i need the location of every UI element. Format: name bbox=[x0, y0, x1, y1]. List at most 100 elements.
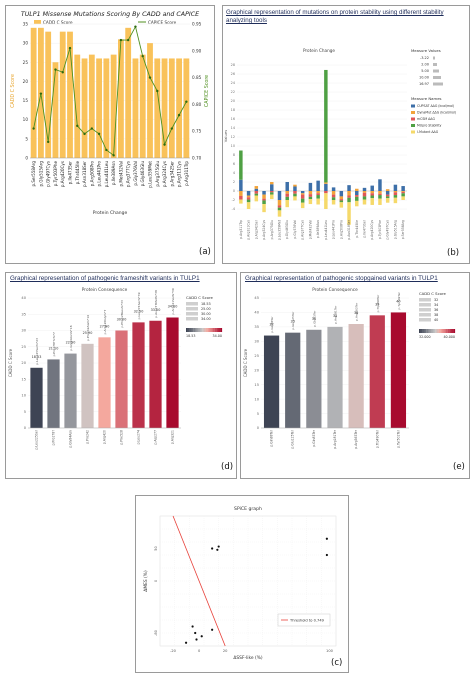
legend-e-title: CADD C Score bbox=[419, 291, 446, 296]
colorbar-d-cell bbox=[190, 328, 192, 332]
ytick-c: 50 bbox=[154, 546, 158, 551]
ytick-b: 18 bbox=[231, 108, 235, 112]
bar-b-segment bbox=[363, 196, 366, 199]
ytick-d: 25 bbox=[21, 345, 26, 349]
bar-b-segment bbox=[278, 210, 281, 216]
bar-b-segment bbox=[239, 151, 242, 180]
legend-b-swatch bbox=[411, 124, 415, 127]
bar-b-segment bbox=[262, 199, 265, 201]
ytick-b: 14 bbox=[231, 126, 235, 130]
point-c bbox=[191, 625, 193, 627]
xtick-b: p.Leu359Met bbox=[278, 219, 282, 240]
ytick-b: 6 bbox=[233, 162, 235, 166]
colorbar-d-cell bbox=[217, 328, 219, 332]
bar-b-segment bbox=[378, 195, 381, 199]
bar-b-segment bbox=[270, 191, 273, 192]
bar-b-segment bbox=[355, 189, 358, 191]
ytick-a: 35 bbox=[23, 22, 29, 27]
xtick-b: p.Ile389Asn bbox=[316, 220, 320, 238]
bar-d bbox=[47, 359, 59, 428]
xtick-c: 0 bbox=[198, 649, 201, 653]
point-c bbox=[326, 554, 328, 556]
bar-b-segment bbox=[285, 191, 288, 194]
xtick-a: p.Thr445Ile bbox=[75, 161, 80, 185]
bar-d bbox=[81, 344, 93, 428]
bar-b-segment bbox=[247, 202, 250, 209]
point-a-capice bbox=[149, 76, 151, 78]
bar-b-segment bbox=[262, 204, 265, 212]
colorbar-e-cell bbox=[439, 329, 441, 333]
bar-d bbox=[149, 321, 161, 428]
bar-a-cadd bbox=[82, 58, 88, 158]
bar-b-segment bbox=[301, 193, 304, 194]
ytick-e: 25 bbox=[254, 354, 259, 358]
colorbar-e-cell bbox=[435, 329, 437, 333]
legend-b-size-swatch bbox=[433, 57, 435, 60]
bar-b-segment bbox=[324, 193, 327, 209]
ytick-e: 35 bbox=[254, 325, 259, 329]
bar-b-segment bbox=[355, 191, 358, 195]
point-c bbox=[195, 638, 197, 640]
bar-b-segment bbox=[247, 200, 250, 203]
xtick-b: p.Leu441Leu bbox=[324, 220, 328, 240]
bar-a-cadd bbox=[169, 58, 175, 158]
point-c bbox=[194, 632, 196, 634]
colorbar-e-cell bbox=[419, 329, 421, 333]
bar-b-segment bbox=[355, 201, 358, 206]
bar-b-segment bbox=[309, 183, 312, 191]
bar-b-segment bbox=[370, 191, 373, 193]
legend-e-value: 40 bbox=[434, 318, 438, 322]
bar-a-cadd bbox=[53, 62, 59, 158]
ytick-b: 2 bbox=[233, 180, 235, 184]
colorbar-e-cell bbox=[423, 329, 425, 333]
chart-e-svg: Protein Consequence 0 5 10 15 20 25 30 35 40 45 CAD… bbox=[241, 273, 469, 478]
ytick-e: 0 bbox=[257, 426, 260, 430]
y2tick-a: 0.80 bbox=[192, 102, 202, 107]
xtick-b: p.Arg375Glu bbox=[270, 220, 274, 239]
bar-b-segment bbox=[370, 196, 373, 199]
ytick-a: 10 bbox=[23, 117, 29, 122]
bar-b-segment bbox=[301, 203, 304, 208]
bar-d bbox=[115, 331, 127, 429]
xtick-b: p.Arg324Cys bbox=[262, 220, 266, 240]
bar-b-segment bbox=[301, 195, 304, 199]
bar-b-segment bbox=[270, 195, 273, 200]
ylabel-c: ΔMES (%) bbox=[143, 570, 149, 592]
y2tick-a: 0.85 bbox=[192, 75, 202, 80]
chart-b-svg: Protein Change-4-20246810121416182022242… bbox=[223, 6, 469, 263]
colorbar-e-cell bbox=[432, 329, 434, 333]
bar-b-segment bbox=[363, 200, 366, 205]
bar-b-segment bbox=[247, 196, 250, 198]
panel-c-spice: SPiCE graph -20 0 20 100 -80 0 50 ΔSSF-like (%) Δ… bbox=[135, 495, 349, 673]
xtick-b: p.Asn318Ser bbox=[347, 219, 351, 239]
xtick-b: p.Leu441Pro bbox=[332, 220, 336, 239]
xtick-e: p.Arg181Ter bbox=[333, 429, 337, 448]
bar-b-segment bbox=[309, 199, 312, 204]
bar-b-segment bbox=[270, 184, 273, 191]
bar-a-cadd bbox=[125, 28, 131, 158]
point-a-capice bbox=[40, 92, 42, 94]
xtick-e: p.Gln88Ter bbox=[270, 429, 274, 446]
colorbar-e-cell bbox=[441, 329, 443, 333]
xtick-b: p.Ile473Ser bbox=[363, 219, 367, 237]
bar-b-segment bbox=[316, 195, 319, 199]
xtick-d: p.Arg321 bbox=[171, 430, 175, 444]
ytick-a: 0 bbox=[25, 156, 28, 161]
colorbar-e-cell bbox=[421, 329, 423, 333]
bar-a-cadd bbox=[133, 58, 139, 158]
point-c bbox=[326, 538, 328, 540]
bar-e bbox=[285, 333, 300, 428]
chart-b-title: Protein Change bbox=[303, 48, 335, 53]
ytick-b: 16 bbox=[231, 117, 235, 121]
colorbar-d-cell bbox=[188, 328, 190, 332]
ytick-b: 22 bbox=[231, 90, 235, 94]
ytick-b: -4 bbox=[232, 207, 235, 211]
legend-d-value: 18.53 bbox=[201, 302, 211, 306]
bar-label-e: p.Gln88Ter bbox=[270, 316, 274, 333]
bar-b-segment bbox=[301, 191, 304, 193]
bar-b-segment bbox=[247, 197, 250, 199]
bar-b-segment bbox=[324, 191, 327, 193]
bar-b-segment bbox=[347, 185, 350, 191]
bar-a-cadd bbox=[111, 55, 117, 158]
bar-b-segment bbox=[332, 191, 335, 195]
